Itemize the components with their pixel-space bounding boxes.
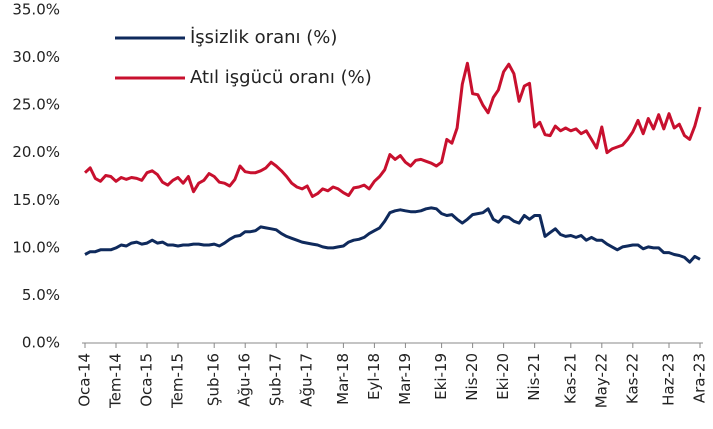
series-line [84,206,701,264]
x-tick-label: Eyl-18 [365,353,383,400]
x-tick-label: Şub-16 [205,353,223,406]
y-tick-label: 5.0% [22,286,60,304]
series-line [83,61,702,198]
x-tick-label: Mar-18 [334,353,352,405]
y-tick-label: 20.0% [12,143,60,161]
y-tick-label: 0.0% [22,334,60,352]
x-tick-label: Tem-15 [169,353,187,409]
x-tick-label: Haz-23 [659,353,677,406]
x-tick-label: Ağu-16 [236,353,254,407]
x-tick-label: May-22 [592,353,610,408]
y-tick-label: 25.0% [12,96,60,114]
x-tick-label: Eki-20 [494,353,512,400]
y-tick-label: 15.0% [12,191,60,209]
x-tick-label: Mar-19 [396,353,414,405]
x-tick-label: Eki-19 [432,353,450,400]
x-tick-label: Ara-23 [691,353,709,403]
y-tick-label: 10.0% [12,238,60,256]
x-tick-label: Oca-14 [76,353,94,407]
x-tick-label: Ağu-17 [298,353,316,407]
legend-label: İşsizlik oranı (%) [190,27,337,48]
x-tick-label: Tem-14 [107,353,125,409]
y-tick-label: 35.0% [12,1,60,19]
x-tick-label: Kas-21 [561,353,579,404]
legend-label: Atıl işgücü oranı (%) [190,67,372,88]
x-tick-label: Oca-15 [138,353,156,407]
y-tick-label: 30.0% [12,48,60,66]
x-tick-label: Nis-20 [463,353,481,401]
x-tick-label: Kas-22 [623,353,641,404]
x-tick-label: Nis-21 [525,353,543,401]
x-tick-label: Şub-17 [267,353,285,406]
